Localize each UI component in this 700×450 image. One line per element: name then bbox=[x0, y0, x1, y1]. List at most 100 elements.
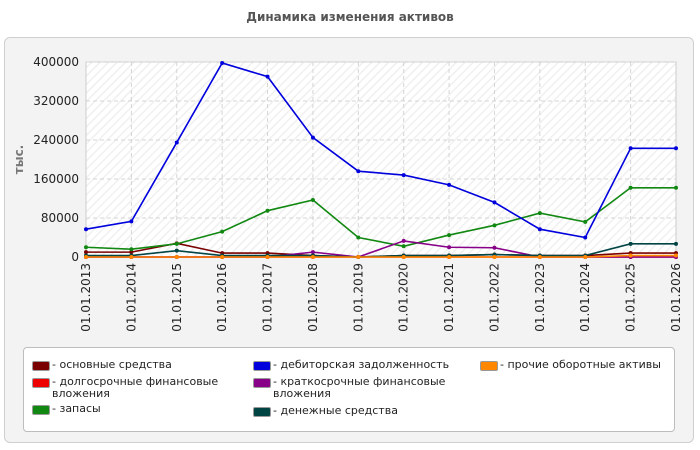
data-point[interactable] bbox=[265, 208, 270, 213]
legend-swatch bbox=[32, 378, 50, 388]
data-point[interactable] bbox=[537, 227, 542, 232]
data-point[interactable] bbox=[310, 255, 315, 259]
x-tick-label: 01.01.2018 bbox=[306, 263, 320, 332]
data-point[interactable] bbox=[537, 211, 542, 216]
data-point[interactable] bbox=[174, 140, 179, 145]
data-point[interactable] bbox=[129, 219, 134, 224]
chart-title: Динамика изменения активов bbox=[246, 10, 454, 24]
data-point[interactable] bbox=[356, 169, 361, 174]
x-tick-label: 01.01.2019 bbox=[351, 263, 365, 332]
data-point[interactable] bbox=[674, 146, 678, 151]
data-point[interactable] bbox=[220, 255, 225, 259]
legend-item[interactable]: - дебиторская задолженность bbox=[253, 359, 478, 371]
data-point[interactable] bbox=[447, 255, 452, 259]
series-line bbox=[86, 254, 676, 258]
data-point[interactable] bbox=[401, 255, 406, 259]
data-point[interactable] bbox=[537, 255, 542, 259]
x-tick-label: 01.01.2015 bbox=[170, 263, 184, 332]
data-point[interactable] bbox=[628, 146, 633, 151]
data-point[interactable] bbox=[129, 255, 134, 259]
data-point[interactable] bbox=[129, 250, 134, 255]
x-tick-label: 01.01.2025 bbox=[624, 263, 638, 332]
data-point[interactable] bbox=[174, 255, 179, 259]
legend-label: - основные средства bbox=[52, 358, 172, 371]
x-tick-label: 01.01.2013 bbox=[79, 263, 93, 332]
legend-swatch bbox=[32, 361, 50, 371]
legend-label: - запасы bbox=[52, 402, 101, 415]
data-point[interactable] bbox=[401, 238, 406, 243]
x-tick-label: 01.01.2023 bbox=[533, 263, 547, 332]
data-point[interactable] bbox=[401, 173, 406, 178]
data-point[interactable] bbox=[265, 255, 270, 259]
x-tick-label: 01.01.2026 bbox=[669, 263, 683, 332]
series-3 bbox=[84, 185, 678, 252]
legend-swatch bbox=[253, 378, 271, 388]
data-point[interactable] bbox=[583, 235, 588, 240]
legend-item[interactable]: - основные средства bbox=[32, 359, 232, 371]
y-tick-label: 0 bbox=[71, 250, 79, 264]
y-tick-label: 400000 bbox=[33, 55, 79, 69]
data-point[interactable] bbox=[220, 229, 225, 234]
data-point[interactable] bbox=[583, 255, 588, 259]
data-point[interactable] bbox=[492, 223, 497, 228]
data-point[interactable] bbox=[583, 219, 588, 224]
data-point[interactable] bbox=[674, 241, 678, 246]
data-point[interactable] bbox=[447, 233, 452, 238]
data-point[interactable] bbox=[84, 250, 88, 255]
data-point[interactable] bbox=[674, 253, 678, 258]
data-point[interactable] bbox=[174, 248, 179, 253]
legend-label: - дебиторская задолженность bbox=[273, 358, 450, 371]
y-tick-label: 160000 bbox=[33, 172, 79, 186]
plot-area bbox=[85, 61, 677, 258]
data-point[interactable] bbox=[310, 250, 315, 255]
data-point[interactable] bbox=[628, 253, 633, 258]
data-point[interactable] bbox=[492, 200, 497, 205]
legend-label: - денежные средства bbox=[273, 404, 398, 417]
x-tick-label: 01.01.2017 bbox=[261, 263, 275, 332]
x-tick-label: 01.01.2022 bbox=[487, 263, 501, 332]
data-point[interactable] bbox=[84, 255, 88, 259]
data-point[interactable] bbox=[220, 60, 225, 65]
data-point[interactable] bbox=[628, 185, 633, 190]
x-tick-label: 01.01.2016 bbox=[215, 263, 229, 332]
x-tick-label: 01.01.2021 bbox=[442, 263, 456, 332]
legend: - основные средства - долгосрочные финанс… bbox=[23, 347, 675, 432]
legend-swatch bbox=[480, 361, 498, 371]
series-line bbox=[85, 186, 676, 251]
data-point[interactable] bbox=[492, 255, 497, 259]
data-point[interactable] bbox=[447, 245, 452, 250]
legend-item[interactable]: - запасы bbox=[32, 403, 232, 415]
data-point[interactable] bbox=[84, 245, 88, 250]
series-4 bbox=[84, 60, 678, 240]
x-tick-label: 01.01.2020 bbox=[397, 263, 411, 332]
x-tick-label: 01.01.2014 bbox=[124, 263, 138, 332]
y-tick-label: 80000 bbox=[41, 211, 79, 225]
data-point[interactable] bbox=[174, 241, 179, 246]
data-point[interactable] bbox=[356, 235, 361, 240]
data-point[interactable] bbox=[674, 185, 678, 190]
legend-label: - краткосрочные финансовые вложения bbox=[273, 375, 446, 400]
legend-item[interactable]: - краткосрочные финансовые вложения bbox=[253, 376, 468, 400]
data-point[interactable] bbox=[628, 241, 633, 246]
y-tick-label: 320000 bbox=[33, 94, 79, 108]
x-tick-label: 01.01.2024 bbox=[578, 263, 592, 332]
data-point[interactable] bbox=[129, 247, 134, 252]
y-axis-label: тыс. bbox=[12, 145, 26, 174]
y-tick-label: 240000 bbox=[33, 133, 79, 147]
data-point[interactable] bbox=[84, 227, 88, 232]
legend-item[interactable]: - денежные средства bbox=[253, 405, 453, 417]
data-point[interactable] bbox=[265, 74, 270, 79]
legend-label: - долгосрочные финансовые вложения bbox=[52, 375, 219, 400]
data-point[interactable] bbox=[401, 244, 406, 249]
data-point[interactable] bbox=[447, 182, 452, 187]
data-point[interactable] bbox=[356, 255, 361, 259]
data-point[interactable] bbox=[310, 197, 315, 202]
data-point[interactable] bbox=[492, 245, 497, 250]
legend-swatch bbox=[253, 361, 271, 371]
legend-swatch bbox=[253, 407, 271, 417]
data-point[interactable] bbox=[310, 135, 315, 140]
legend-item[interactable]: - прочие оборотные активы bbox=[480, 359, 675, 371]
series-line bbox=[85, 62, 676, 239]
series-7 bbox=[84, 253, 678, 259]
legend-item[interactable]: - долгосрочные финансовые вложения bbox=[32, 376, 247, 400]
